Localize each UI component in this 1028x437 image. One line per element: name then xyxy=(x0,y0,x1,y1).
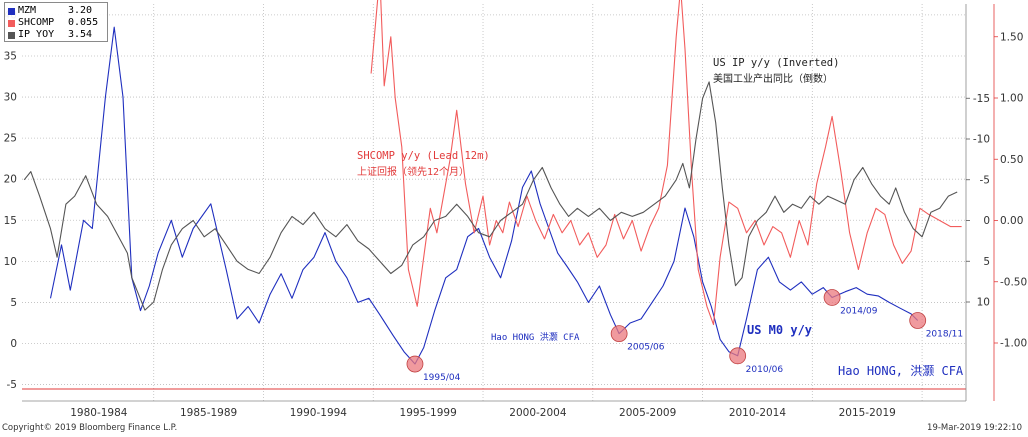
trough-marker xyxy=(823,289,841,306)
y-tick-label-ip: -10 xyxy=(973,134,990,146)
y-tick-label-shcomp: 0.00 xyxy=(1000,215,1023,227)
y-tick-label-left: 25 xyxy=(4,133,17,145)
copyright-text: Copyright© 2019 Bloomberg Finance L.P. xyxy=(2,423,178,433)
timestamp-text: 19-Mar-2019 19:22:10 xyxy=(927,423,1022,433)
trough-marker-label: 2014/09 xyxy=(840,306,878,316)
trough-marker xyxy=(909,312,927,329)
y-tick-label-ip: -15 xyxy=(973,93,990,105)
trough-marker xyxy=(406,355,424,373)
legend-item-ip: IP YOY 3.54 xyxy=(8,29,104,41)
y-tick-label-left: 5 xyxy=(10,297,17,309)
author-watermark-small: Hao HONG 洪灏 CFA xyxy=(491,333,580,343)
trough-marker-label: 1995/04 xyxy=(423,373,461,383)
series-line-mzm xyxy=(49,26,919,365)
legend-name-mzm: MZM xyxy=(18,5,37,16)
shcomp-annotation-title: SHCOMP y/y (Lead 12m) xyxy=(357,150,490,162)
x-tick-label: 2005-2009 xyxy=(619,407,676,419)
y-tick-label-left: 20 xyxy=(4,174,17,186)
legend-swatch-ip xyxy=(8,31,15,39)
x-tick-label: 2015-2019 xyxy=(839,407,896,419)
legend-swatch-mzm xyxy=(8,7,15,15)
y-tick-label-shcomp: 1.00 xyxy=(1000,93,1023,105)
x-tick-label: 2000-2004 xyxy=(509,407,567,419)
chart-legend: MZM 3.20 SHCOMP 0.055 IP YOY 3.54 xyxy=(4,2,108,42)
series-line-shcomp xyxy=(370,0,962,326)
trough-marker-label: 2005/06 xyxy=(627,343,665,353)
x-tick-label: 1990-1994 xyxy=(290,407,348,419)
y-tick-label-ip: 5 xyxy=(983,256,990,268)
ip-annotation-title: US IP y/y (Inverted) xyxy=(713,57,840,69)
legend-value-shcomp: 0.055 xyxy=(68,17,99,28)
x-tick-label: 2010-2014 xyxy=(729,407,787,419)
y-tick-label-ip: 10 xyxy=(977,297,990,309)
shcomp-annotation-subtitle: 上证回报（领先12个月） xyxy=(357,167,470,178)
ip-annotation-subtitle: 美国工业产出同比（倒数） xyxy=(713,74,833,85)
y-tick-label-left: 35 xyxy=(4,50,17,62)
y-tick-label-shcomp: 0.50 xyxy=(1000,154,1023,166)
trough-marker-label: 2010/06 xyxy=(746,365,784,375)
m0-annotation: US M0 y/y xyxy=(747,323,813,337)
y-tick-label-shcomp: 1.50 xyxy=(1000,31,1023,43)
legend-value-ip: 3.54 xyxy=(68,29,93,40)
x-tick-label: 1995-1999 xyxy=(400,407,457,419)
x-tick-label: 1985-1989 xyxy=(180,407,237,419)
y-tick-label-left: 0 xyxy=(10,338,17,350)
y-tick-label-ip: 0 xyxy=(983,215,990,227)
y-tick-label-ip: -5 xyxy=(980,174,990,186)
legend-item-mzm: MZM 3.20 xyxy=(8,5,104,17)
y-tick-label-left: 30 xyxy=(4,92,17,104)
series-line-ip-yoy xyxy=(23,81,958,311)
legend-name-shcomp: SHCOMP xyxy=(18,17,55,28)
trough-marker-label: 2018/11 xyxy=(926,329,963,339)
legend-item-shcomp: SHCOMP 0.055 xyxy=(8,17,104,29)
author-watermark-large: Hao HONG, 洪灏 CFA xyxy=(838,364,964,378)
y-tick-label-left: 10 xyxy=(4,256,17,268)
legend-swatch-shcomp xyxy=(8,19,15,27)
y-tick-label-left: 15 xyxy=(4,215,17,227)
trough-marker xyxy=(610,325,628,343)
legend-name-ip: IP YOY xyxy=(18,29,55,40)
y-tick-label-left: -5 xyxy=(7,379,17,391)
trough-marker xyxy=(729,347,747,365)
legend-value-mzm: 3.20 xyxy=(68,5,93,16)
y-tick-label-shcomp: -1.00 xyxy=(1000,338,1027,350)
x-tick-label: 1980-1984 xyxy=(70,407,128,419)
y-tick-label-shcomp: -0.50 xyxy=(1000,276,1027,288)
